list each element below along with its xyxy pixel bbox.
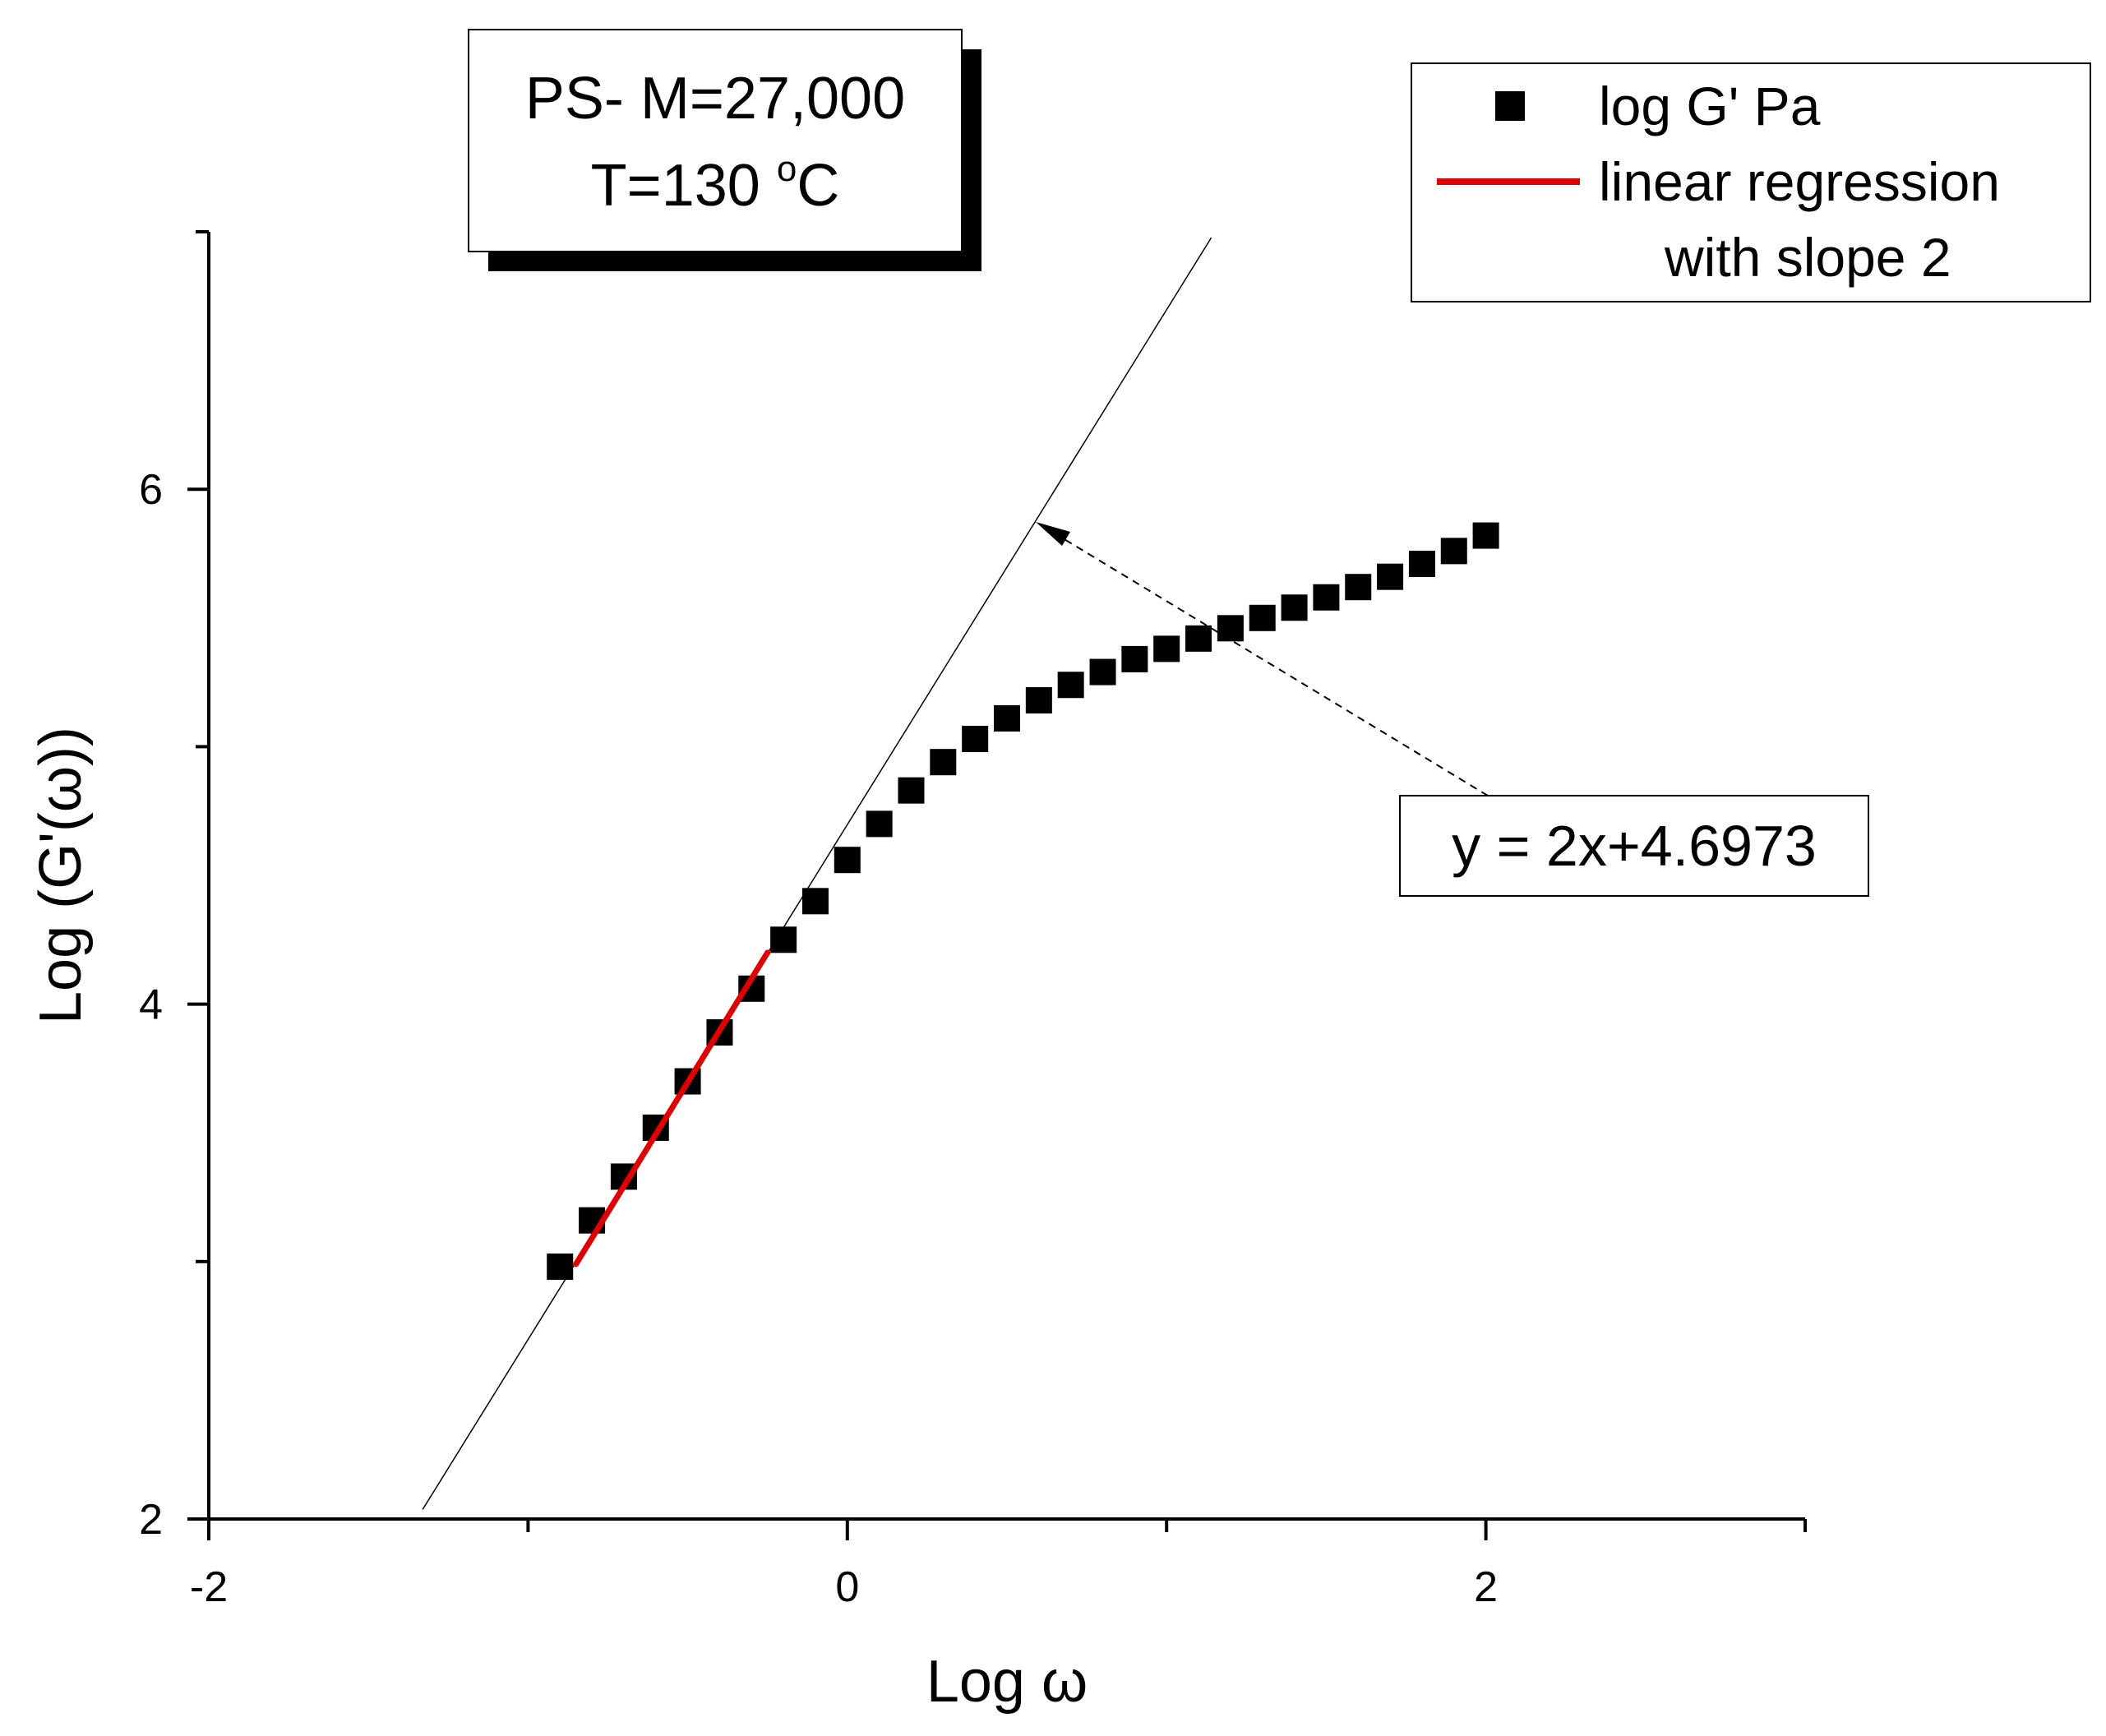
data-point	[1153, 635, 1180, 663]
axes: -2 0 2 2 4 6	[139, 230, 1807, 1611]
legend-label-points: log G' Pa	[1599, 76, 1821, 136]
x-tick-label: 2	[1474, 1563, 1498, 1611]
regression-line	[573, 949, 771, 1267]
reference-line	[422, 237, 1212, 1510]
x-tick-label: -2	[190, 1563, 228, 1611]
data-point	[994, 704, 1020, 732]
data-point	[770, 926, 797, 953]
data-point	[1217, 615, 1244, 642]
equation-text: y = 2x+4.6973	[1452, 814, 1817, 878]
annotation-arrow	[1036, 522, 1489, 796]
data-point	[1408, 551, 1435, 578]
data-point	[1472, 522, 1499, 549]
data-point	[1313, 584, 1340, 611]
data-point	[1185, 625, 1212, 652]
y-tick-label: 6	[139, 466, 163, 514]
data-point	[1345, 574, 1372, 601]
data-point	[1025, 687, 1052, 714]
data-point	[962, 726, 989, 753]
data-point	[834, 847, 861, 874]
data-point	[1440, 538, 1467, 565]
data-point	[1249, 604, 1276, 631]
data-point	[1057, 672, 1084, 699]
legend-label-regression: linear regression	[1599, 151, 2000, 212]
data-points	[547, 522, 1499, 1281]
data-point	[898, 777, 925, 804]
data-point	[866, 810, 893, 838]
info-box: PS- M=27,000 T=130 oC	[468, 29, 981, 271]
y-tick-label: 4	[139, 981, 163, 1029]
legend: log G' Pa linear regression with slope 2	[1411, 62, 2091, 302]
data-point	[1121, 645, 1148, 672]
x-tick-label: 0	[835, 1563, 859, 1611]
legend-marker-square	[1495, 91, 1525, 121]
data-point	[1089, 658, 1116, 686]
data-point	[1281, 594, 1308, 621]
y-tick-label: 2	[139, 1496, 163, 1544]
data-point	[547, 1254, 574, 1281]
data-point	[930, 749, 957, 776]
data-point	[801, 888, 829, 915]
legend-label-regression-2: with slope 2	[1664, 227, 1951, 288]
equation-box: y = 2x+4.6973	[1399, 795, 1869, 897]
info-sample: PS- M=27,000	[525, 66, 905, 132]
y-axis-title: Log (G'(ω))	[28, 727, 94, 1024]
x-axis-title: Log ω	[926, 1649, 1088, 1715]
data-point	[1377, 563, 1404, 590]
info-temperature: T=130 oC	[591, 149, 840, 219]
